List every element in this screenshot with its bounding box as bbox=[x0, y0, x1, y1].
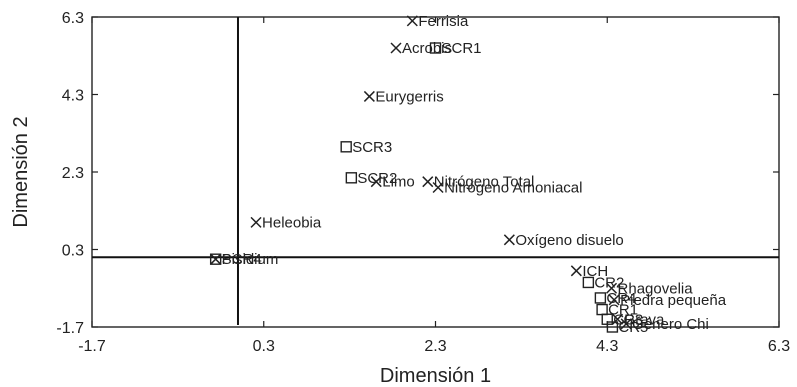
point-marker-x bbox=[620, 318, 632, 330]
point-label: Rhagovelia bbox=[618, 280, 694, 297]
point-label: Heleobia bbox=[262, 214, 322, 231]
x-tick-label: 2.3 bbox=[424, 338, 446, 355]
x-tick-label: 4.3 bbox=[596, 338, 618, 355]
point-label: Nitrógeno Amoniacal bbox=[444, 180, 582, 197]
point-marker-x bbox=[608, 294, 620, 306]
x-tick-label: 6.3 bbox=[768, 338, 790, 355]
point-marker-square bbox=[594, 292, 607, 304]
y-tick-label: 4.3 bbox=[62, 88, 84, 105]
y-axis-title: Dimensión 2 bbox=[10, 116, 32, 227]
x-axis-title: Dimensión 1 bbox=[380, 365, 491, 387]
point-label: Pisidium bbox=[222, 251, 279, 268]
point-marker-square bbox=[582, 276, 595, 289]
point-label: Género Chi bbox=[632, 316, 709, 333]
point-label: ICH bbox=[582, 263, 608, 280]
point-marker-x bbox=[370, 176, 382, 188]
point-label: Ferrisia bbox=[418, 13, 469, 30]
point-marker-square bbox=[606, 321, 619, 333]
point-label: Eurygerris bbox=[375, 88, 443, 105]
point-label: Acrobis bbox=[402, 40, 452, 57]
point-label: Grava bbox=[624, 311, 666, 328]
point-label: CR2 bbox=[594, 274, 624, 291]
y-tick-label: 6.3 bbox=[62, 10, 84, 27]
point-label: CR3 bbox=[613, 311, 643, 328]
point-label: CR1 bbox=[608, 302, 638, 319]
point-label: SCR4 bbox=[222, 251, 262, 268]
point-label: SCR3 bbox=[352, 139, 392, 156]
point-marker-x bbox=[406, 15, 418, 27]
point-label: Oxígeno disuelo bbox=[515, 232, 623, 249]
point-label: CR5 bbox=[618, 319, 648, 336]
point-marker-square bbox=[340, 141, 352, 153]
point-marker-x bbox=[503, 234, 515, 246]
point-label: Nitrógeno Total bbox=[434, 174, 535, 191]
point-marker-x bbox=[422, 176, 434, 188]
point-label: Limo bbox=[382, 174, 415, 191]
point-marker-x bbox=[432, 181, 444, 194]
point-marker-square bbox=[209, 253, 222, 265]
x-tick-label: 0.3 bbox=[253, 338, 275, 355]
y-tick-label: 0.3 bbox=[62, 243, 84, 260]
point-label: CR4 bbox=[606, 290, 636, 307]
x-tick-label: -1.7 bbox=[78, 338, 106, 355]
point-marker-x bbox=[390, 42, 402, 54]
point-marker-x bbox=[363, 90, 375, 102]
y-tick-label: 2.3 bbox=[62, 165, 84, 182]
point-marker-x bbox=[570, 265, 582, 277]
point-marker-x bbox=[606, 282, 618, 294]
point-marker-x bbox=[210, 253, 222, 265]
point-marker-square bbox=[429, 42, 442, 54]
point-label: Piedra pequeña bbox=[620, 292, 727, 309]
y-tick-label: -1.7 bbox=[56, 320, 84, 337]
point-marker-x bbox=[250, 216, 262, 228]
point-label: SCR2 bbox=[357, 170, 397, 187]
point-marker-square bbox=[345, 172, 358, 184]
point-label: SCR1 bbox=[442, 40, 482, 57]
